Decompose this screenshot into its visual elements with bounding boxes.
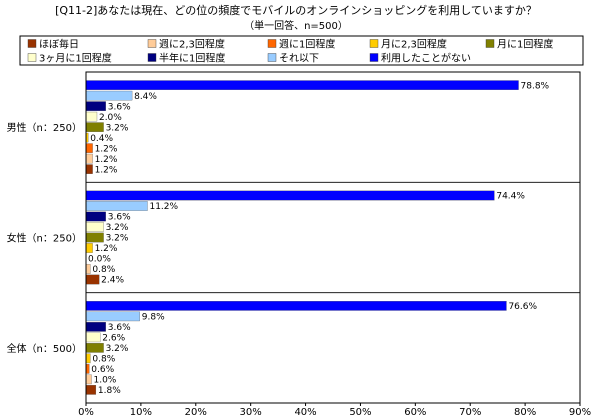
legend: ほぼ毎日 週に2,3回程度 週に1回程度 月に2,3回程度 月に1回程度 3ヶ月に1回程度… (27, 38, 553, 65)
legend-label: 3ヶ月に1回程度 (39, 52, 112, 65)
x-tick-label: 70% (459, 407, 481, 418)
legend-swatch (147, 53, 157, 62)
bar (85, 385, 97, 395)
bar (85, 201, 148, 211)
legend-swatch (27, 39, 37, 48)
bar (85, 153, 93, 164)
chart-title: [Q11-2]あなたは現在、どの位の頻度でモバイルのオンラインショッピングを利用… (55, 3, 537, 17)
bar (85, 232, 104, 243)
legend-label: 週に1回程度 (279, 38, 335, 51)
bar (85, 101, 106, 111)
legend-label: 週に2,3回程度 (159, 38, 225, 51)
bar (85, 222, 104, 232)
x-tick-label: 10% (130, 407, 152, 418)
legend-label: ほぼ毎日 (39, 38, 79, 51)
data-label: 1.0% (93, 376, 116, 386)
category-label: 全体（n：500） (7, 342, 82, 355)
legend-swatch (369, 39, 379, 48)
data-label: 0.6% (91, 365, 114, 375)
data-label: 2.4% (101, 276, 124, 286)
bar (85, 311, 140, 322)
legend-label: 月に2,3回程度 (381, 38, 447, 51)
bar (85, 190, 495, 201)
data-label: 9.8% (142, 313, 165, 323)
category-label: 女性（n：250） (7, 232, 82, 245)
legend-label: 半年に1回程度 (159, 52, 225, 65)
chart-subtitle: （単一回答、n=500） (244, 19, 348, 32)
bar (85, 80, 519, 90)
legend-label: 月に1回程度 (497, 38, 553, 51)
data-label: 3.6% (108, 213, 131, 223)
data-label: 3.2% (106, 344, 129, 354)
legend-swatch (147, 39, 157, 48)
bar (85, 164, 93, 174)
data-label: 3.2% (106, 123, 129, 133)
x-tick-label: 30% (240, 407, 262, 418)
data-label: 2.0% (99, 113, 122, 123)
bar (85, 322, 106, 332)
category-label: 男性（n：250） (7, 121, 82, 134)
data-label: 0.8% (92, 355, 115, 365)
data-label: 1.2% (95, 155, 118, 165)
x-tick-label: 40% (294, 407, 316, 418)
legend-swatch (267, 53, 277, 62)
bar (85, 353, 91, 364)
data-label: 74.4% (496, 192, 525, 202)
plot-area: 78.8%8.4%3.6%2.0%3.2%0.4%1.2%1.2%1.2%男性（… (7, 71, 581, 404)
bar (85, 211, 106, 222)
legend-label: それ以下 (279, 53, 319, 65)
data-label: 3.6% (108, 102, 131, 112)
x-tick-label: 60% (404, 407, 426, 418)
data-label: 78.8% (521, 81, 550, 91)
data-label: 76.6% (508, 302, 537, 312)
data-label: 3.2% (106, 223, 129, 233)
x-tick-label: 90% (569, 407, 591, 418)
bar (85, 243, 93, 253)
data-label: 1.8% (98, 386, 121, 396)
bar (85, 332, 101, 343)
bar (85, 274, 100, 285)
x-axis: 0% 10% 20% 30% 40% 50% 60% 70% 80% 90% (78, 403, 591, 418)
data-label: 11.2% (149, 202, 178, 212)
x-tick-label: 0% (78, 407, 94, 418)
legend-swatch (267, 39, 277, 48)
legend-swatch (27, 53, 37, 62)
data-label: 0.8% (92, 265, 115, 275)
bar (85, 374, 92, 385)
data-label: 0.4% (90, 134, 113, 144)
data-label: 2.6% (102, 334, 125, 344)
data-label: 1.2% (95, 144, 118, 154)
plot-frame (85, 71, 581, 404)
data-label: 1.2% (95, 244, 118, 254)
bar (85, 90, 133, 101)
data-label: 3.6% (108, 323, 131, 333)
bar (85, 301, 507, 311)
bar (85, 143, 93, 153)
data-label: 0.0% (88, 255, 111, 265)
legend-swatch (369, 53, 379, 62)
legend-swatch (485, 39, 495, 48)
x-tick-label: 80% (514, 407, 536, 418)
data-label: 3.2% (106, 234, 129, 244)
x-tick-label: 20% (185, 407, 207, 418)
legend-label: 利用したことがない (381, 52, 471, 65)
data-label: 1.2% (95, 165, 118, 175)
x-tick-label: 50% (349, 407, 371, 418)
bar (85, 122, 104, 132)
bar (85, 264, 91, 274)
bar (85, 111, 98, 122)
data-label: 8.4% (134, 92, 157, 102)
bar (85, 343, 104, 353)
